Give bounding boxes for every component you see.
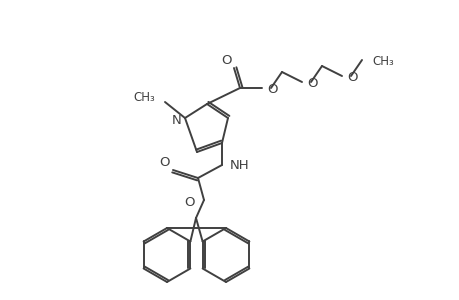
Text: NH: NH: [230, 158, 249, 172]
Text: CH₃: CH₃: [371, 55, 393, 68]
Text: CH₃: CH₃: [133, 91, 155, 103]
Text: O: O: [221, 54, 232, 67]
Text: O: O: [346, 70, 357, 83]
Text: O: O: [266, 82, 277, 95]
Text: N: N: [172, 113, 182, 127]
Text: O: O: [184, 196, 195, 208]
Text: O: O: [159, 156, 170, 169]
Text: O: O: [306, 76, 317, 89]
